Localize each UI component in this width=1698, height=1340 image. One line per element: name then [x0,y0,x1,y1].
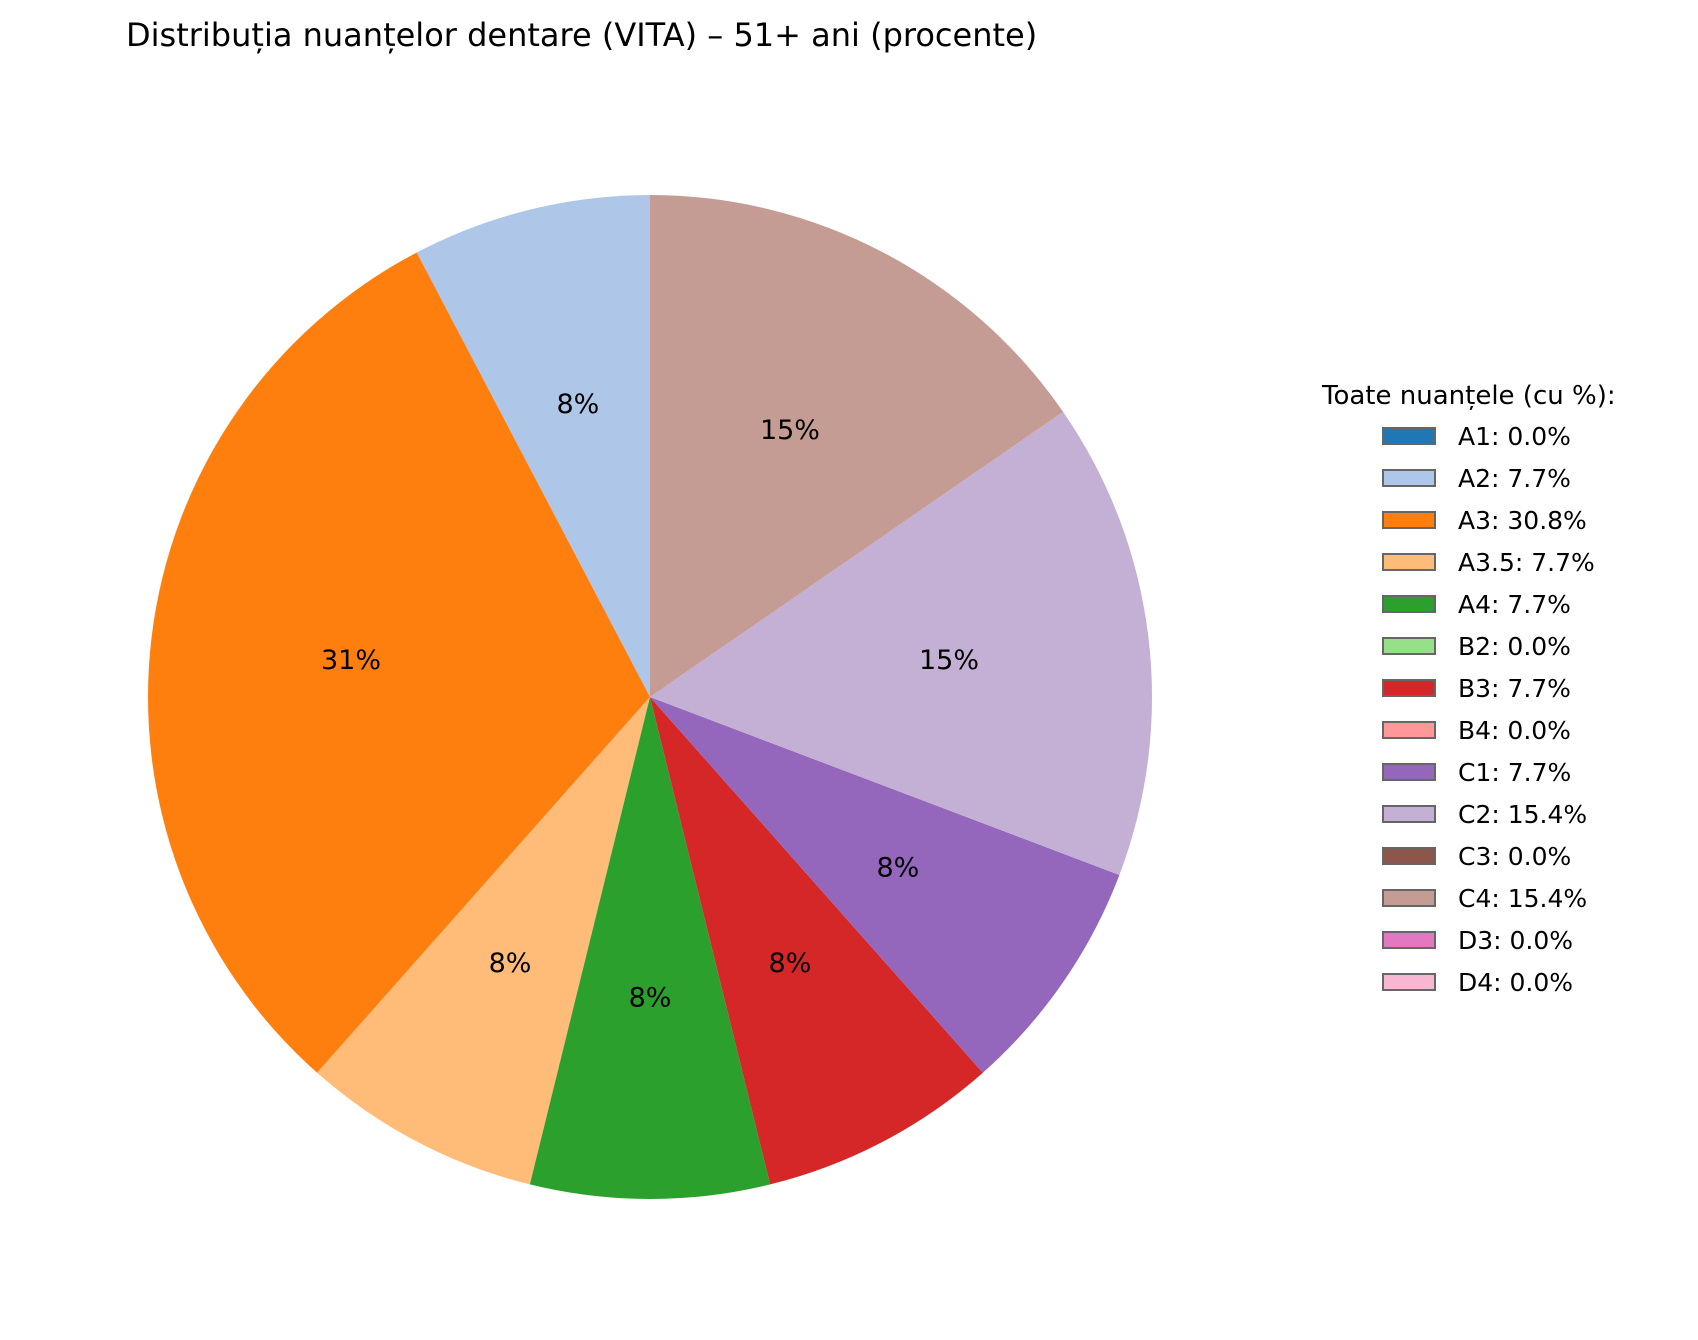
legend-item-c2: C2: 15.4% [1382,793,1616,835]
pie-slice-c1 [650,697,1120,1073]
pie-slice-a3-5 [317,697,650,1185]
legend-swatch [1382,931,1436,949]
legend-swatch [1382,847,1436,865]
legend-swatch [1382,469,1436,487]
legend-item-a3: A3: 30.8% [1382,499,1616,541]
legend-item-a2: A2: 7.7% [1382,457,1616,499]
pie-slice-a4 [529,697,771,1199]
pie-slice-b3 [650,697,983,1185]
legend-swatch [1382,763,1436,781]
slice-label-a2: 8% [556,389,599,420]
legend: Toate nuanțele (cu %): A1: 0.0% A2: 7.7% A… [1322,381,1616,1003]
legend-label: A3.5: 7.7% [1458,547,1595,577]
legend-label: C3: 0.0% [1458,841,1572,871]
legend-label: D3: 0.0% [1458,925,1574,955]
legend-item-a1: A1: 0.0% [1382,415,1616,457]
slice-label-b3: 8% [769,948,812,979]
legend-item-b2: B2: 0.0% [1382,625,1616,667]
slice-label-c4: 15% [760,415,820,446]
legend-item-a3-5: A3.5: 7.7% [1382,541,1616,583]
pie-slice-a3 [147,252,650,1073]
legend-swatch [1382,553,1436,571]
legend-label: C4: 15.4% [1458,883,1588,913]
legend-item-d3: D3: 0.0% [1382,919,1616,961]
legend-label: B3: 7.7% [1458,673,1571,703]
legend-item-c3: C3: 0.0% [1382,835,1616,877]
legend-item-c1: C1: 7.7% [1382,751,1616,793]
legend-swatch [1382,595,1436,613]
slice-label-a3: 31% [321,645,381,676]
legend-item-d4: D4: 0.0% [1382,961,1616,1003]
legend-label: A2: 7.7% [1458,463,1571,493]
legend-swatch [1382,637,1436,655]
legend-swatch [1382,679,1436,697]
legend-label: B4: 0.0% [1458,715,1571,745]
legend-label: C2: 15.4% [1458,799,1588,829]
legend-swatch [1382,427,1436,445]
slice-label-c2: 15% [919,645,979,676]
legend-label: A1: 0.0% [1458,421,1571,451]
legend-swatch [1382,721,1436,739]
legend-item-b3: B3: 7.7% [1382,667,1616,709]
slice-label-c1: 8% [876,853,919,884]
legend-item-b4: B4: 0.0% [1382,709,1616,751]
legend-swatch [1382,805,1436,823]
pie-slice-a2 [416,195,650,697]
legend-label: D4: 0.0% [1458,967,1574,997]
legend-label: A3: 30.8% [1458,505,1587,535]
slice-label-a3-5: 8% [489,948,532,979]
legend-item-c4: C4: 15.4% [1382,877,1616,919]
legend-label: A4: 7.7% [1458,589,1571,619]
legend-item-a4: A4: 7.7% [1382,583,1616,625]
legend-swatch [1382,889,1436,907]
legend-swatch [1382,511,1436,529]
legend-swatch [1382,973,1436,991]
pie-slice-c2 [650,411,1152,876]
legend-label: C1: 7.7% [1458,757,1572,787]
legend-label: B2: 0.0% [1458,631,1571,661]
pie-slice-c4 [650,195,1064,697]
legend-title: Toate nuanțele (cu %): [1322,381,1616,411]
slice-label-a4: 8% [629,983,672,1014]
chart-title: Distribuția nuanțelor dentare (VITA) – 5… [126,16,1038,54]
